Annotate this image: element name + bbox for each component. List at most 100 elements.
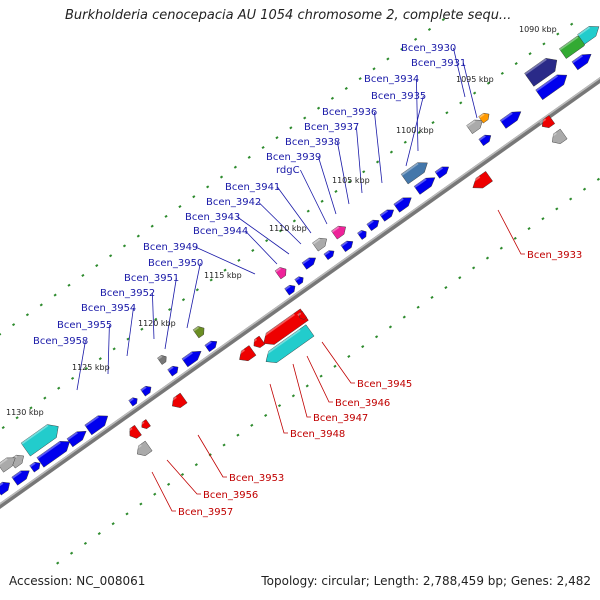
kbp-label: 1130 kbp [6, 408, 44, 417]
gene-block [128, 397, 138, 407]
tick-mark [362, 170, 366, 174]
tick-mark [472, 266, 476, 270]
tick-mark [303, 116, 307, 120]
gene-block [84, 415, 109, 436]
tick-mark [441, 18, 445, 22]
tick-mark [98, 357, 102, 361]
tick-mark [444, 286, 448, 290]
gene-block-red [259, 308, 309, 345]
tick-mark [139, 502, 143, 506]
tick-mark [180, 472, 185, 477]
gene-block-grey [0, 457, 16, 473]
leader-line [164, 277, 177, 350]
tick-mark [320, 199, 324, 203]
tick-mark [361, 345, 365, 349]
gene-label: Bcen_3956 [203, 490, 258, 501]
tick-mark [347, 354, 351, 358]
tick-mark [236, 433, 240, 437]
tick-mark [569, 197, 573, 201]
tick-mark [109, 254, 113, 258]
gene-block-red [297, 310, 308, 320]
tick-mark [125, 512, 129, 516]
tick-mark [582, 187, 587, 191]
leader-line [237, 216, 290, 255]
tick-mark [306, 209, 310, 213]
gene-label: Bcen_3930 [401, 43, 456, 54]
gene-block-grey [157, 355, 167, 365]
gene-block-cyan [261, 324, 315, 363]
gene-label: Bcen_3935 [371, 91, 426, 102]
tick-mark [402, 315, 406, 319]
tick-mark [264, 413, 268, 418]
gene-block-cyan [577, 26, 600, 45]
gene-label: Bcen_3949 [143, 242, 198, 253]
tick-mark [81, 273, 85, 277]
tick-mark [416, 305, 420, 309]
tick-mark [164, 214, 168, 218]
gene-block-red [168, 392, 188, 408]
gene-block-grey [548, 128, 568, 144]
gene-label: Bcen_3951 [124, 273, 179, 284]
leader-line [277, 186, 312, 234]
tick-mark [29, 406, 33, 410]
gene-block [478, 134, 492, 147]
tick-mark [83, 541, 88, 545]
tick-mark [167, 482, 171, 486]
leader-line [405, 95, 424, 167]
tick-mark [459, 101, 463, 105]
leader-line [321, 341, 355, 384]
kbp-label: 1125 kbp [72, 363, 110, 372]
tick-mark [542, 42, 546, 46]
tick-mark [596, 177, 600, 181]
tick-mark [486, 81, 491, 85]
gene-block [284, 284, 296, 296]
tick-mark [97, 531, 101, 536]
tick-mark [136, 234, 140, 238]
tick-mark [209, 278, 213, 282]
gene-block [36, 441, 70, 468]
leader-line [292, 363, 311, 418]
tick-mark [275, 136, 279, 140]
tick-mark [84, 366, 89, 371]
leader-line [151, 471, 176, 512]
gene-label: Bcen_3958 [33, 336, 88, 347]
gene-block-steel [400, 162, 428, 185]
gene-block [0, 481, 10, 496]
gene-label: Bcen_3952 [100, 288, 155, 299]
kbp-labels: 1090 kbp 1095 kbp 1100 kbp 1105 kbp 1110 kbp… [6, 25, 557, 417]
tick-mark [500, 71, 504, 75]
tick-mark [334, 189, 338, 193]
gene-label: Bcen_3939 [266, 152, 321, 163]
tick-mark [431, 121, 435, 125]
tick-mark [261, 145, 265, 150]
gene-label: Bcen_3934 [364, 74, 419, 85]
gene-block-grey [133, 440, 153, 456]
gene-label: Bcen_3954 [81, 303, 136, 314]
tick-rows [0, 18, 600, 565]
gene-block [340, 240, 354, 253]
gene-label: Bcen_3955 [57, 320, 112, 331]
gene-block [571, 53, 592, 71]
tick-mark [56, 561, 60, 565]
leader-line [152, 292, 155, 340]
tick-mark [194, 463, 198, 467]
leader-line [318, 156, 337, 215]
leader-line [497, 209, 525, 255]
tick-mark [372, 67, 376, 71]
tick-mark [153, 492, 157, 496]
gene-label: Bcen_3933 [527, 250, 582, 261]
tick-mark [15, 416, 19, 420]
tick-mark [150, 224, 154, 228]
tick-mark [112, 347, 116, 351]
kbp-label: 1095 kbp [456, 75, 494, 84]
gene-label: Bcen_3943 [185, 212, 240, 223]
tick-mark [430, 295, 434, 299]
tick-mark [541, 217, 545, 221]
leader-line [374, 111, 383, 184]
tick-mark [375, 160, 380, 164]
tick-mark [333, 364, 337, 368]
kbp-label: 1090 kbp [519, 25, 557, 34]
leader-line [197, 434, 227, 478]
tick-mark [168, 307, 172, 312]
features [0, 26, 600, 496]
